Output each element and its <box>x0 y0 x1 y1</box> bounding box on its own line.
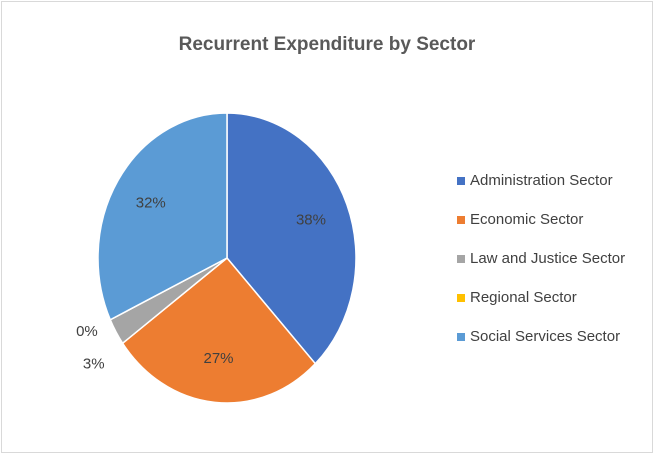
data-label: 38% <box>296 212 326 229</box>
pie-slice <box>97 112 228 321</box>
legend-label: Economic Sector <box>470 211 583 228</box>
legend-label: Social Services Sector <box>470 328 620 345</box>
pie-slice <box>121 256 317 404</box>
legend-label: Administration Sector <box>470 172 613 189</box>
legend-label: Regional Sector <box>470 289 577 306</box>
legend-swatch <box>457 255 465 263</box>
legend-swatch <box>457 216 465 224</box>
data-label: 32% <box>136 195 166 212</box>
legend-swatch <box>457 177 465 185</box>
data-label: 3% <box>83 356 105 373</box>
legend-swatch <box>457 333 465 341</box>
legend-swatch <box>457 294 465 302</box>
data-label: 0% <box>76 323 98 340</box>
data-label: 27% <box>203 350 233 367</box>
chart-title: Recurrent Expenditure by Sector <box>179 34 476 55</box>
pie-slice <box>226 112 357 365</box>
legend-label: Law and Justice Sector <box>470 250 625 267</box>
